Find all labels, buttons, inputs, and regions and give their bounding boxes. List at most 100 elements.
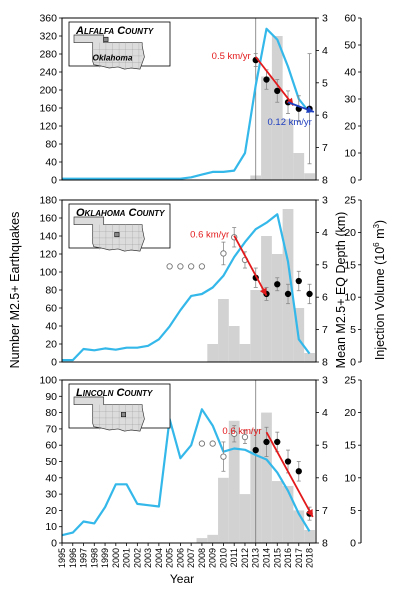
depth-point: [306, 290, 313, 298]
injection-axis-label-suffix: m: [373, 229, 387, 243]
earthquake-bar: [207, 344, 219, 362]
injection-axis-tick-label: 25: [344, 195, 356, 207]
injection-axis-tick-label: 20: [344, 227, 356, 239]
trend-arrowhead: [306, 509, 313, 517]
x-axis-tick-label: 2003: [143, 548, 153, 568]
x-axis-tick-label: 2013: [251, 548, 261, 568]
left-axis-tick-label: 20: [45, 339, 57, 351]
depth-point: [166, 263, 173, 270]
injection-axis-label: Injection Volume (106 m3): [372, 220, 387, 360]
earthquake-bar: [282, 485, 294, 543]
left-axis-tick-label: 140: [39, 231, 57, 243]
x-axis-tick-label: 1997: [79, 548, 89, 568]
injection-axis-tick-label: 10: [344, 292, 356, 304]
state-outline: [73, 34, 145, 70]
left-axis-tick-label: 240: [39, 67, 57, 79]
earthquake-bar: [207, 534, 219, 543]
earthquake-bar: [304, 353, 315, 362]
x-axis: 1995 1996 1997 1998 1999 2000 2001 2002 2003 2004…: [57, 543, 315, 568]
county-label: Lincoln County: [76, 387, 153, 399]
x-axis-tick-label: 2016: [283, 548, 293, 568]
injection-axis-tick-label: 50: [344, 40, 356, 52]
injection-axis-tick-label: 0: [350, 175, 356, 187]
x-axis-tick-label: 1996: [68, 548, 78, 568]
depth-point: [263, 438, 270, 446]
injection-axis-tick-label: 15: [344, 440, 356, 452]
earthquake-bar: [196, 538, 208, 543]
injection-axis-tick-label: 5: [350, 324, 356, 336]
panel-1: 0.5 km/yr0.12 km/yr040801201602002402803…: [39, 13, 362, 187]
x-axis-tick-label: 2008: [197, 548, 207, 568]
depth-axis-tick-label: 8: [322, 175, 328, 187]
injection-axis-label-exp2: 3: [372, 224, 381, 229]
depth-axis-tick-label: 4: [322, 45, 328, 57]
left-axis-tick-label: 320: [39, 31, 57, 43]
x-axis-tick-label: 2007: [186, 548, 196, 568]
left-axis-tick-label: 50: [45, 456, 57, 468]
trend-arrowhead: [260, 287, 267, 296]
depth-axis-tick-label: 5: [322, 77, 328, 89]
injection-axis-tick-label: 20: [344, 121, 356, 133]
depth-axis-tick-label: 6: [322, 472, 328, 484]
earthquake-bar: [293, 153, 305, 180]
earthquake-bar: [304, 529, 315, 543]
injection-axis-label-end: ): [373, 220, 387, 224]
x-axis-tick-label: 2015: [272, 548, 282, 568]
x-axis-tick-label: 2002: [132, 548, 142, 568]
left-axis-tick-label: 40: [45, 472, 57, 484]
x-axis-tick-label: 2017: [294, 548, 304, 568]
left-axis-tick-label: 120: [39, 121, 57, 133]
depth-point: [220, 250, 227, 257]
county-highlight: [121, 412, 126, 418]
x-axis-tick-label: 2005: [165, 548, 175, 568]
injection-axis-tick-label: 15: [344, 259, 356, 271]
injection-axis-tick-label: 0: [350, 357, 356, 369]
x-axis-tick-label: 2000: [111, 548, 121, 568]
depth-point: [220, 453, 227, 460]
trend-arrowhead: [306, 106, 314, 113]
earthquake-bar: [293, 510, 305, 543]
depth-point: [274, 281, 281, 288]
left-axis-tick-label: 200: [39, 85, 57, 97]
depth-point: [209, 440, 216, 447]
left-axis-tick-label: 360: [39, 13, 57, 25]
left-axis-tick-label: 40: [45, 321, 57, 333]
left-axis-tick-label: 160: [39, 103, 57, 115]
earthquake-bar: [218, 477, 229, 543]
injection-axis-label-exp: 6: [372, 242, 381, 247]
depth-point: [263, 76, 270, 83]
x-axis-tick-label: 2010: [218, 548, 228, 568]
injection-volume-line: [62, 27, 311, 180]
plot-frame: [61, 199, 317, 363]
oklahoma-map: [73, 216, 145, 252]
injection-axis-tick-label: 20: [344, 407, 356, 419]
depth-axis-tick-label: 8: [322, 538, 328, 550]
injection-volume-line: [61, 408, 311, 537]
depth-axis-tick-label: 4: [322, 227, 328, 239]
injection-axis-tick-label: 40: [344, 67, 356, 79]
plot-frame: [61, 17, 317, 181]
left-axis-tick-label: 0: [51, 357, 57, 369]
depth-axis-tick-label: 3: [322, 13, 328, 25]
state-outline: [73, 396, 145, 432]
depth-axis-label: Mean M2.5+ EQ Depth (km): [334, 212, 348, 369]
depth-axis-tick-label: 3: [322, 195, 328, 207]
trend-line: [233, 235, 268, 297]
depth-point: [295, 468, 302, 475]
trend-label: 0.6 km/yr: [222, 426, 261, 437]
depth-point: [188, 263, 195, 270]
left-axis-label: Number M2.5+ Earthquakes: [8, 212, 22, 369]
left-axis-tick-label: 20: [45, 505, 57, 517]
x-axis-tick-label: 2001: [122, 548, 132, 568]
county-label: Oklahoma County: [76, 207, 165, 219]
depth-axis-tick-label: 6: [322, 110, 328, 122]
depth-point: [231, 430, 238, 437]
injection-axis-tick-label: 30: [344, 94, 356, 106]
trend-label: 0.6 km/yr: [190, 230, 229, 241]
oklahoma-map: Oklahoma: [73, 34, 145, 70]
trend-label: 0.12 km/yr: [267, 117, 311, 128]
depth-point: [252, 446, 259, 454]
x-axis-label: Year: [170, 572, 194, 586]
